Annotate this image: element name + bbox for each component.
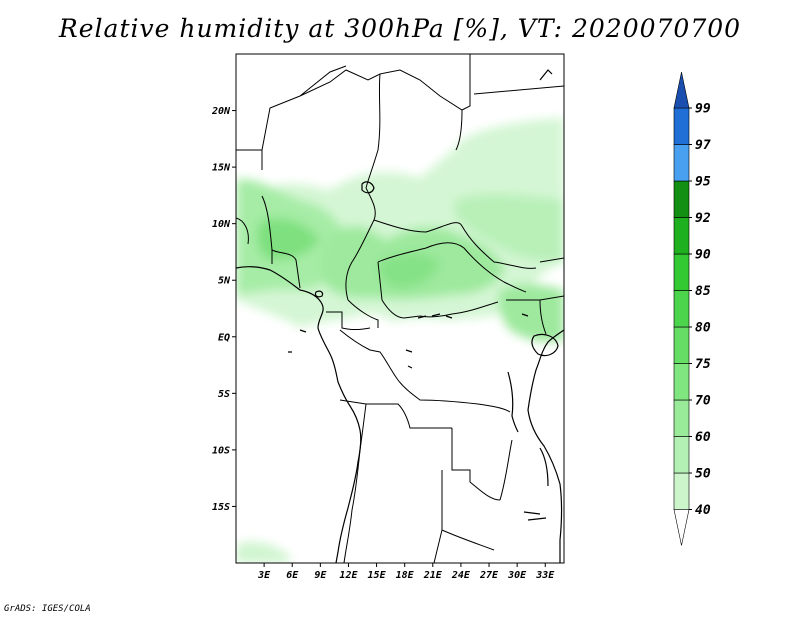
coastline-atlantic xyxy=(236,266,362,563)
lake-tanganyika xyxy=(507,371,519,433)
lat-tick-label: 15N xyxy=(212,163,231,174)
lake-chad xyxy=(361,181,375,194)
humidity-region-east-sudan xyxy=(455,194,564,262)
lake-volta xyxy=(314,290,324,298)
colorbar-label: 50 xyxy=(695,467,711,482)
colorbar-swatch xyxy=(673,180,690,218)
lon-tick-label: 15E xyxy=(368,570,387,581)
colorbar-top-arrow xyxy=(673,71,690,109)
colorbar-swatch xyxy=(673,472,690,510)
lat-tick-label: 5S xyxy=(218,389,230,400)
lon-tick-label: 24E xyxy=(451,570,471,581)
colorbar-swatch xyxy=(673,253,690,291)
lat-tick-label: EQ xyxy=(218,332,230,343)
map-boundaries xyxy=(236,54,564,563)
lat-tick-label: 5N xyxy=(218,276,231,287)
lake-malawi xyxy=(539,447,549,487)
latitude-axis: 20N 15N 10N 5N EQ 5S 10S 15S xyxy=(211,106,236,513)
colorbar-swatch xyxy=(673,399,690,437)
colorbar-label: 80 xyxy=(695,321,711,336)
lon-tick-label: 9E xyxy=(314,570,327,581)
chart-title: Relative humidity at 300hPa [%], VT: 202… xyxy=(58,14,742,43)
lake-victoria xyxy=(531,333,559,357)
humidity-shading xyxy=(236,118,564,563)
humidity-region-core xyxy=(257,218,320,260)
colorbar-label: 70 xyxy=(695,394,711,409)
colorbar-label: 90 xyxy=(695,248,711,263)
colorbar: 40 50 60 70 75 80 85 90 92 95 97 99 xyxy=(673,71,711,546)
border-lines xyxy=(236,54,564,563)
colorbar-bottom-arrow xyxy=(673,509,690,546)
humidity-region-east-lakes xyxy=(498,284,564,342)
colorbar-swatch xyxy=(673,326,690,364)
humidity-region-far-south xyxy=(236,541,290,563)
map-frame xyxy=(235,53,565,564)
colorbar-label: 92 xyxy=(695,211,711,226)
colorbar-label: 75 xyxy=(695,357,711,372)
lon-tick-label: 21E xyxy=(423,570,443,581)
colorbar-swatch xyxy=(673,217,690,255)
colorbar-label: 40 xyxy=(695,503,711,518)
lon-tick-label: 12E xyxy=(339,570,358,581)
colorbar-label: 85 xyxy=(695,284,711,299)
colorbar-swatch xyxy=(673,363,690,401)
credit-label: GrADS: IGES/COLA xyxy=(4,604,91,614)
colorbar-label: 99 xyxy=(695,102,711,117)
lon-tick-label: 18E xyxy=(396,570,415,581)
lat-tick-label: 10N xyxy=(212,219,231,230)
coastline-indian xyxy=(527,329,564,563)
colorbar-label: 95 xyxy=(695,175,711,190)
islands-and-fragments xyxy=(288,69,553,521)
lon-tick-label: 30E xyxy=(507,570,527,581)
lon-tick-label: 33E xyxy=(535,570,555,581)
lat-tick-label: 10S xyxy=(212,445,230,456)
longitude-axis: 3E 6E 9E 12E 15E 18E 21E 24E 27E 30E 33E xyxy=(257,563,555,581)
lat-tick-label: 15S xyxy=(212,502,230,513)
colorbar-swatch xyxy=(673,436,690,474)
lon-tick-label: 3E xyxy=(257,570,271,581)
colorbar-label: 97 xyxy=(695,138,711,153)
lat-tick-label: 20N xyxy=(211,106,231,117)
colorbar-swatch xyxy=(673,107,690,145)
colorbar-swatch xyxy=(673,290,690,328)
colorbar-label: 60 xyxy=(695,430,711,445)
colorbar-swatch xyxy=(673,144,690,182)
lon-tick-label: 6E xyxy=(286,570,299,581)
humidity-region-core-2 xyxy=(378,253,440,289)
lon-tick-label: 27E xyxy=(479,570,499,581)
